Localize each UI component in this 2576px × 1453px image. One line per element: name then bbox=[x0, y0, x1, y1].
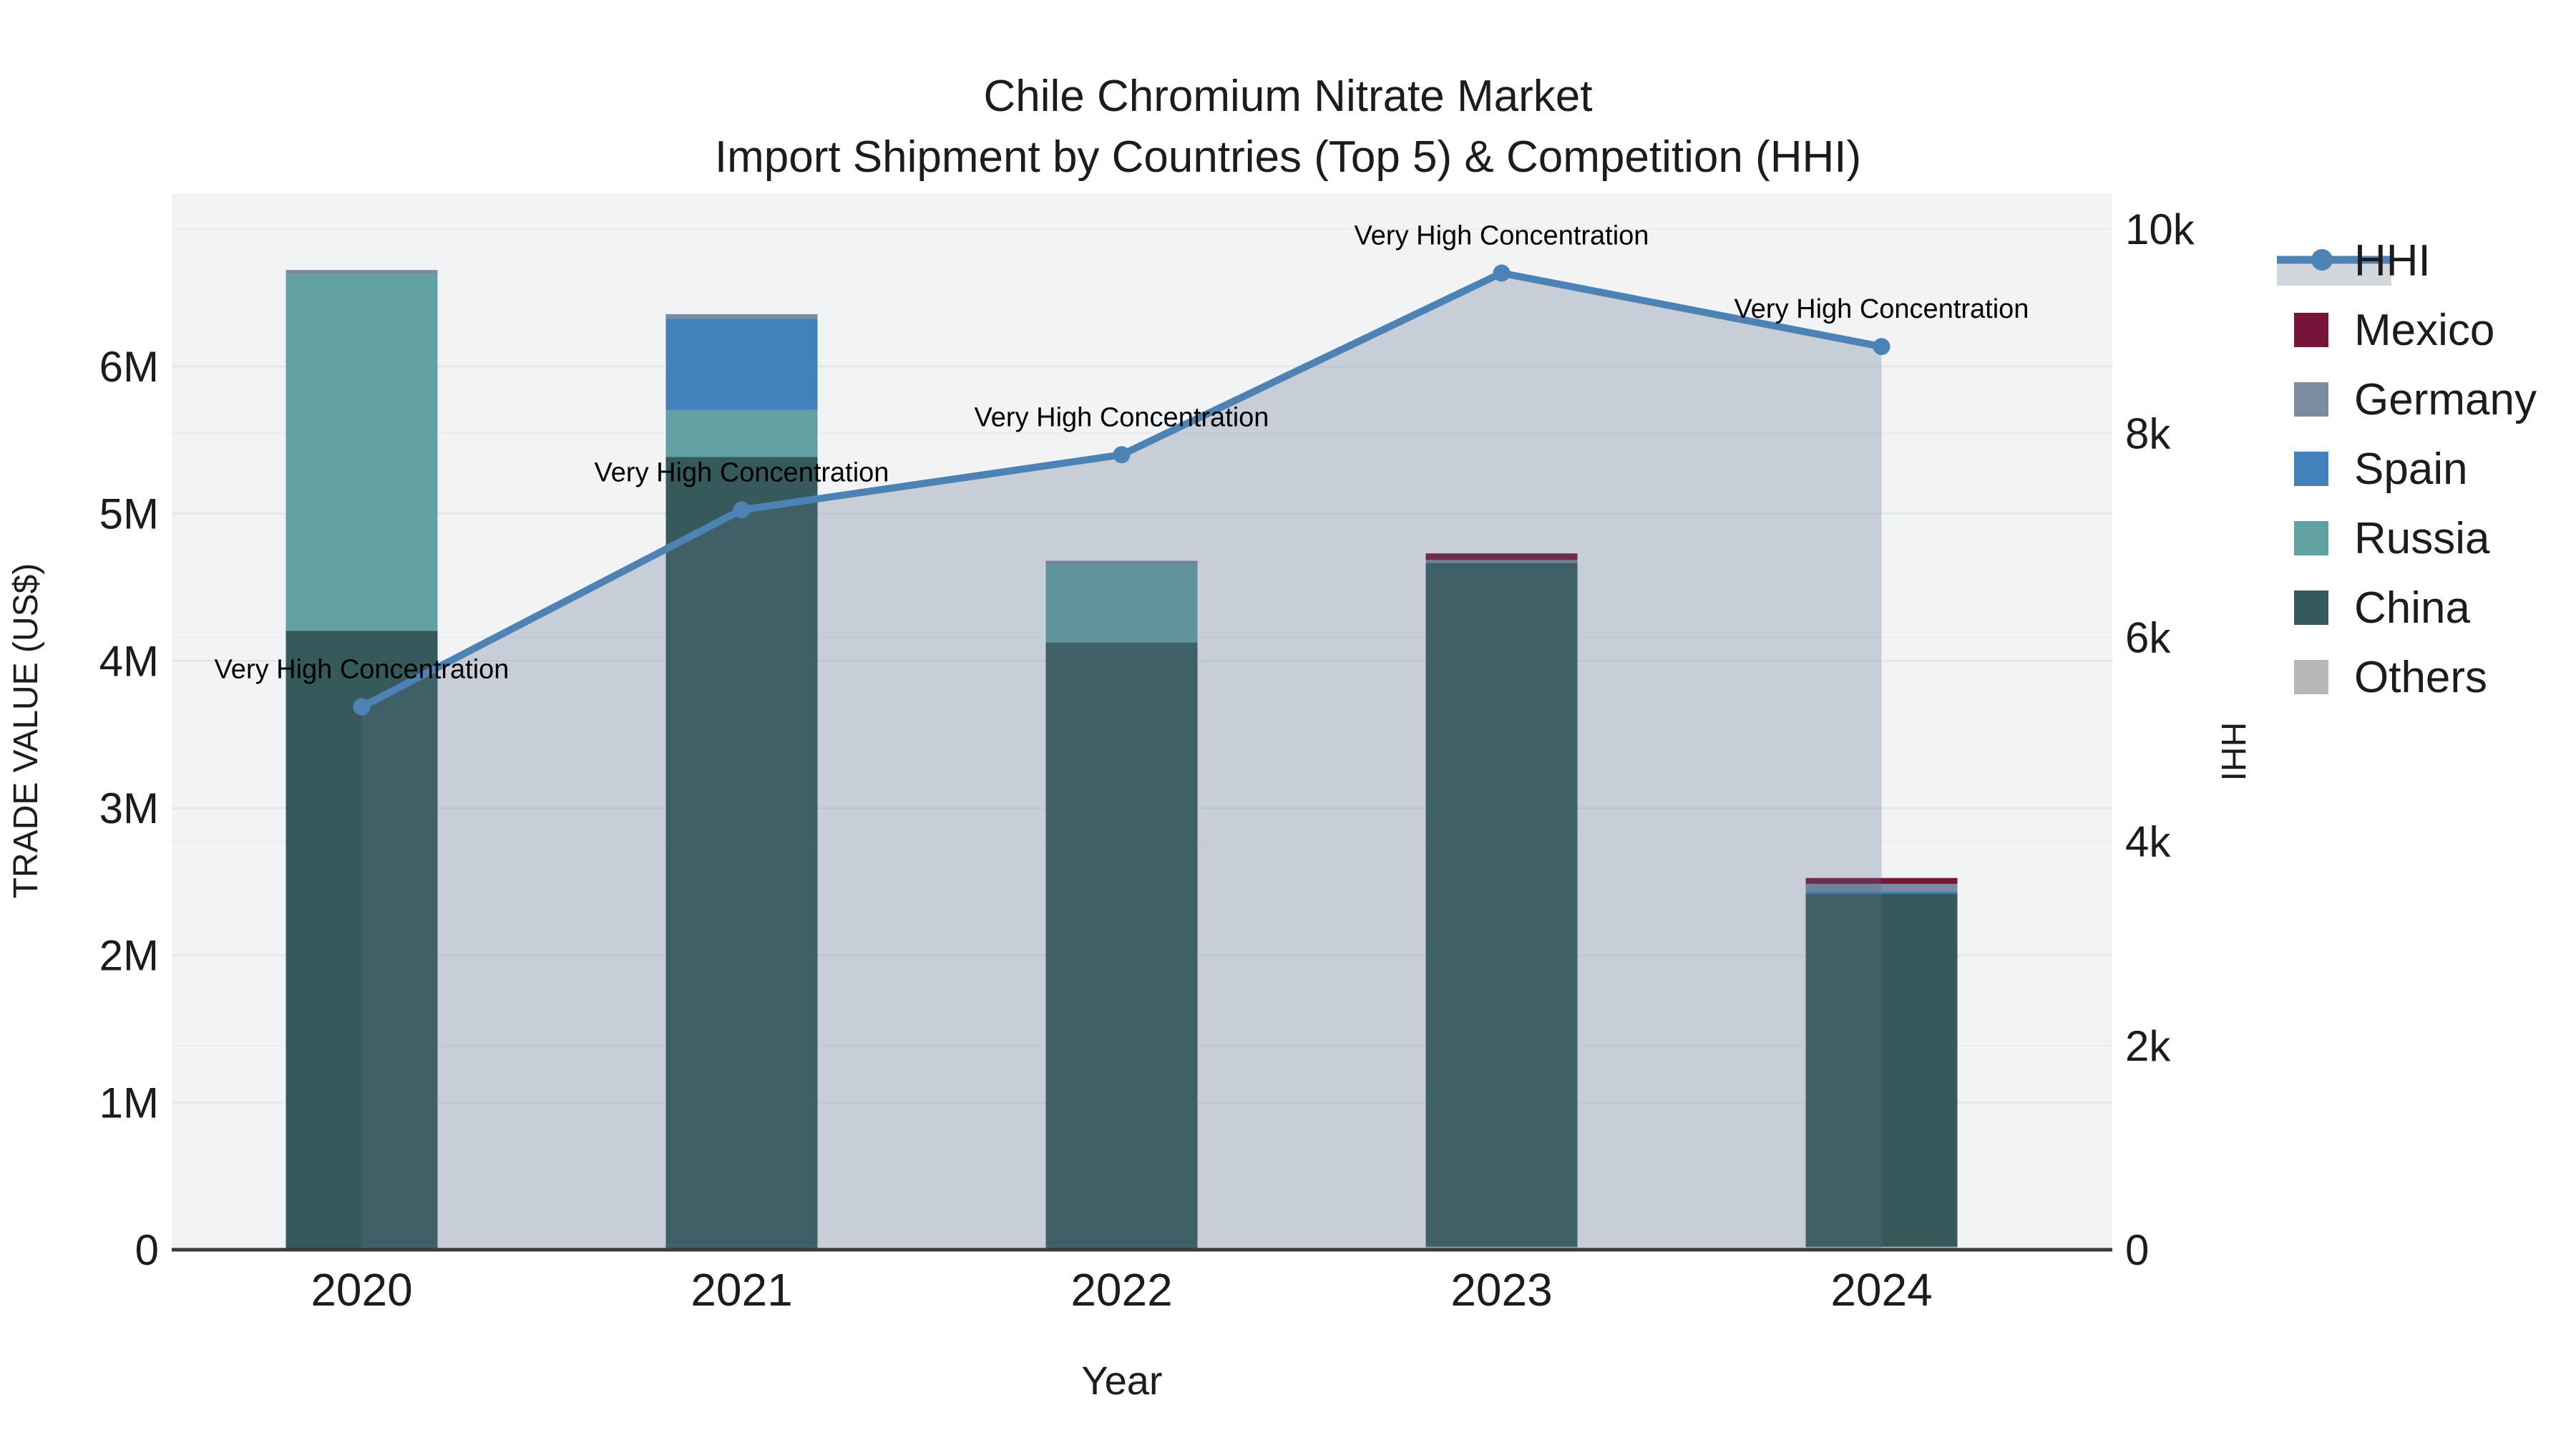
hhi-marker-2020[interactable] bbox=[353, 698, 371, 716]
bar-segment-china-2023[interactable] bbox=[1425, 563, 1578, 1247]
annotation-2023: Very High Concentration bbox=[1355, 221, 1649, 251]
legend-hhi-marker-sample bbox=[2311, 249, 2333, 271]
bar-segment-germany-2021[interactable] bbox=[665, 314, 818, 319]
y2-tick-2k: 2k bbox=[2125, 1022, 2171, 1070]
bar-segment-germany-2020[interactable] bbox=[286, 270, 438, 275]
y2-tick-4k: 4k bbox=[2125, 818, 2171, 866]
legend-label-others: Others bbox=[2354, 653, 2487, 702]
y1-tick-5M: 5M bbox=[99, 490, 159, 538]
bar-segment-russia-2021[interactable] bbox=[665, 409, 818, 457]
chart-title-line2: Import Shipment by Countries (Top 5) & C… bbox=[715, 132, 1861, 182]
y1-tick-2M: 2M bbox=[99, 932, 159, 980]
y-axis-title: TRADE VALUE (US$) bbox=[7, 563, 45, 899]
bar-segment-russia-2022[interactable] bbox=[1045, 564, 1198, 643]
legend-swatch-mexico bbox=[2294, 313, 2328, 347]
x-tick-2022: 2022 bbox=[1070, 1264, 1172, 1316]
chart-title-line1: Chile Chromium Nitrate Market bbox=[984, 72, 1593, 121]
legend-swatch-others bbox=[2294, 660, 2328, 694]
legend-label-mexico: Mexico bbox=[2354, 306, 2494, 355]
legend-swatch-germany bbox=[2294, 382, 2328, 417]
bar-stacks bbox=[286, 270, 1958, 1250]
bar-segment-germany-2024[interactable] bbox=[1805, 883, 1958, 892]
x-axis-title: Year bbox=[1081, 1358, 1162, 1403]
y2-tick-10k: 10k bbox=[2125, 205, 2195, 253]
hhi-marker-2022[interactable] bbox=[1113, 446, 1131, 464]
bar-segment-mexico-2023[interactable] bbox=[1425, 553, 1578, 560]
legend-hhi-fill-sample bbox=[2277, 260, 2391, 286]
y1-tick-6M: 6M bbox=[99, 343, 159, 391]
x-tick-2020: 2020 bbox=[311, 1264, 412, 1316]
bar-segment-china-2020[interactable] bbox=[286, 631, 438, 1249]
bar-segment-russia-2020[interactable] bbox=[286, 274, 438, 631]
legend-label-china: China bbox=[2354, 583, 2471, 633]
y1-tick-0: 0 bbox=[135, 1226, 159, 1274]
bar-segment-china-2022[interactable] bbox=[1045, 642, 1198, 1249]
legend-swatch-russia bbox=[2294, 521, 2328, 555]
legend-item-spain[interactable]: Spain bbox=[2294, 444, 2468, 494]
annotation-2024: Very High Concentration bbox=[1735, 294, 2029, 324]
annotations: Very High Concentration Very High Concent… bbox=[215, 221, 2029, 685]
legend: HHI Mexico Germany Spain Russia China Others bbox=[2277, 236, 2537, 702]
legend-label-hhi: HHI bbox=[2354, 236, 2431, 286]
legend-item-russia[interactable]: Russia bbox=[2294, 514, 2490, 563]
hhi-marker-2023[interactable] bbox=[1493, 264, 1511, 282]
annotation-2020: Very High Concentration bbox=[215, 654, 509, 684]
legend-swatch-spain bbox=[2294, 452, 2328, 486]
bar-segment-germany-2022[interactable] bbox=[1045, 560, 1198, 565]
y2-axis-title: HHI bbox=[2214, 722, 2252, 782]
x-tick-2023: 2023 bbox=[1450, 1264, 1552, 1316]
legend-item-mexico[interactable]: Mexico bbox=[2294, 306, 2494, 355]
bar-segment-china-2021[interactable] bbox=[665, 457, 818, 1249]
x-tick-2021: 2021 bbox=[691, 1264, 792, 1316]
legend-item-hhi[interactable]: HHI bbox=[2277, 236, 2431, 286]
y1-tick-1M: 1M bbox=[99, 1079, 159, 1127]
bar-segment-germany-2023[interactable] bbox=[1425, 560, 1578, 563]
x-tick-2024: 2024 bbox=[1830, 1264, 1932, 1316]
y2-tick-6k: 6k bbox=[2125, 614, 2171, 662]
legend-label-russia: Russia bbox=[2354, 514, 2490, 563]
y2-tick-8k: 8k bbox=[2125, 409, 2171, 457]
hhi-marker-2021[interactable] bbox=[733, 501, 751, 519]
bar-segment-spain-2024[interactable] bbox=[1805, 891, 1958, 894]
y1-tick-4M: 4M bbox=[99, 637, 159, 685]
legend-item-others[interactable]: Others bbox=[2294, 653, 2487, 702]
legend-item-china[interactable]: China bbox=[2294, 583, 2471, 633]
legend-swatch-china bbox=[2294, 591, 2328, 625]
annotation-2021: Very High Concentration bbox=[595, 457, 889, 487]
y2-tick-0: 0 bbox=[2125, 1226, 2149, 1274]
y1-tick-3M: 3M bbox=[99, 784, 159, 832]
legend-label-germany: Germany bbox=[2354, 375, 2537, 424]
bar-segment-spain-2021[interactable] bbox=[665, 319, 818, 410]
hhi-marker-2024[interactable] bbox=[1873, 338, 1890, 356]
legend-label-spain: Spain bbox=[2354, 444, 2468, 494]
hhi-line bbox=[353, 264, 1890, 716]
bar-segment-mexico-2024[interactable] bbox=[1805, 878, 1958, 884]
bar-segment-china-2024[interactable] bbox=[1805, 893, 1958, 1247]
tick-labels: 0 1M 2M 3M 4M 5M 6M 0 2k 4k 6k 8k 10k 2020 2021 2022 202… bbox=[99, 205, 2195, 1316]
legend-item-germany[interactable]: Germany bbox=[2294, 375, 2537, 424]
annotation-2022: Very High Concentration bbox=[975, 402, 1269, 432]
